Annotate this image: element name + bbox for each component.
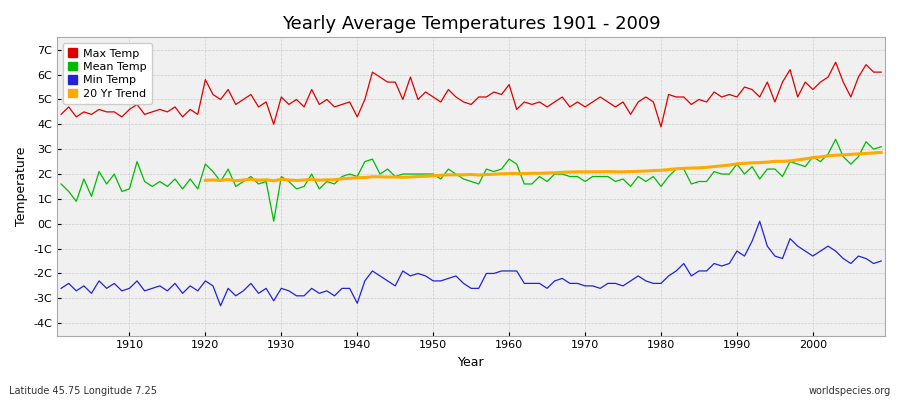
- X-axis label: Year: Year: [458, 356, 484, 369]
- Y-axis label: Temperature: Temperature: [15, 147, 28, 226]
- Text: worldspecies.org: worldspecies.org: [809, 386, 891, 396]
- Legend: Max Temp, Mean Temp, Min Temp, 20 Yr Trend: Max Temp, Mean Temp, Min Temp, 20 Yr Tre…: [63, 43, 152, 104]
- Title: Yearly Average Temperatures 1901 - 2009: Yearly Average Temperatures 1901 - 2009: [282, 15, 661, 33]
- Text: Latitude 45.75 Longitude 7.25: Latitude 45.75 Longitude 7.25: [9, 386, 157, 396]
